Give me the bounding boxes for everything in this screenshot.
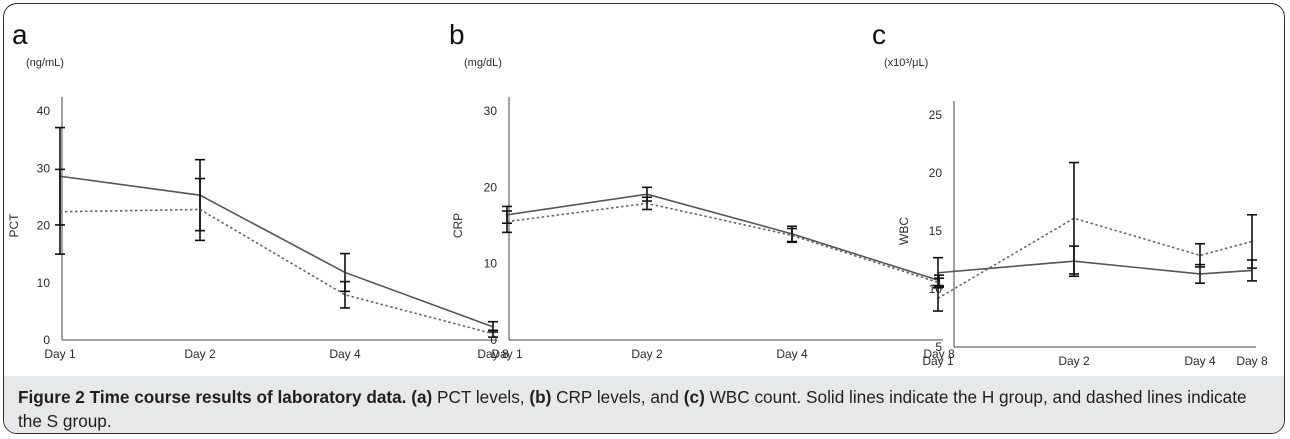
figure-frame: a (ng/mL) 0 10 20 30 40 PCT Day 1 Day 2 Day 4 Day 8… [3,3,1285,434]
caption-tag-a: (a) [411,387,433,407]
data-point [343,293,347,296]
unit-label: (x10³/μL) [884,57,928,69]
series-line-solid [59,175,494,328]
data-point [645,202,649,205]
y-tick-label: 20 [484,180,498,194]
data-point [505,220,509,223]
caption-tag-c: (c) [683,387,705,407]
panel-c: c (x10³/μL) 5 10 15 20 25 WBC Day 1 Day 2 Day 4 Day… [872,19,1268,368]
series-line-solid [937,260,1253,275]
panel-b: b (mg/dL) 0 10 20 30 CRP Day 1 Day 2 Day 4 Day 8 [449,19,955,361]
figure-panels: a (ng/mL) 0 10 20 30 40 PCT Day 1 Day 2 Day 4 Day 8… [4,4,1284,376]
x-tick-label: Day 1 [44,347,76,361]
figure-caption: Figure 2 Time course results of laborato… [4,376,1284,433]
panel-a: a (ng/mL) 0 10 20 30 40 PCT Day 1 Day 2 Day 4 Day 8 [7,19,509,361]
caption-label: Figure 2 [18,387,85,407]
y-axis-label: PCT [7,213,21,238]
series-line-dashed [506,202,940,284]
y-tick-label: 15 [929,224,943,238]
y-tick-label: 25 [929,108,943,122]
data-point [790,234,794,237]
data-point [58,210,62,213]
x-tick-label: Day 8 [1236,354,1268,368]
data-point [936,271,940,274]
x-tick-label: Day 1 [922,354,954,368]
data-point [1198,272,1202,276]
x-tick-label: Day 8 [923,347,955,361]
panel-letter: c [872,19,886,50]
data-point [645,193,649,196]
y-tick-label: 30 [37,161,51,175]
x-tick-label: Day 8 [477,347,509,361]
x-tick-label: Day 1 [491,347,523,361]
caption-text-b: CRP levels, and [551,387,684,407]
y-tick-label: 10 [37,276,51,290]
y-axis-label: WBC [897,217,911,245]
data-point [936,297,940,300]
y-tick-label: 5 [935,340,942,354]
series-line-dashed [937,217,1253,299]
x-tick-label: Day 4 [776,347,808,361]
data-point [491,325,495,329]
data-point [1072,217,1076,220]
y-tick-label: 0 [43,333,50,347]
y-tick-label: 0 [490,333,497,347]
caption-title: Time course results of laboratory data. [89,387,407,407]
chart-canvas: a (ng/mL) 0 10 20 30 40 PCT Day 1 Day 2 Day 4 Day 8… [7,19,1268,368]
series-line-solid [506,193,940,282]
y-tick-label: 40 [37,104,51,118]
y-tick-label: 10 [929,282,943,296]
y-tick-label: 20 [929,166,943,180]
y-axis-label: CRP [451,213,465,238]
y-tick-label: 10 [484,257,498,271]
y-tick-label: 30 [484,104,498,118]
unit-label: (ng/mL) [26,57,64,69]
x-tick-label: Day 4 [1184,354,1216,368]
data-point [1250,269,1254,272]
data-point [198,208,202,211]
x-tick-label: Day 2 [631,347,663,361]
panel-letter: a [12,19,28,50]
data-point [491,332,495,335]
data-point [1250,240,1254,243]
data-point [343,271,347,274]
x-tick-label: Day 2 [184,347,216,361]
x-tick-label: Day 4 [329,347,361,361]
caption-text-a: PCT levels, [432,387,530,407]
unit-label: (mg/dL) [464,57,502,69]
x-tick-label: Day 2 [1058,354,1090,368]
data-point [1198,254,1202,257]
y-tick-label: 20 [37,219,51,233]
series-line-dashed [59,208,494,335]
caption-text-c: WBC count. Solid lines indicate the H gr… [18,387,1247,431]
panel-letter: b [449,19,465,50]
caption-tag-b: (b) [529,387,552,407]
